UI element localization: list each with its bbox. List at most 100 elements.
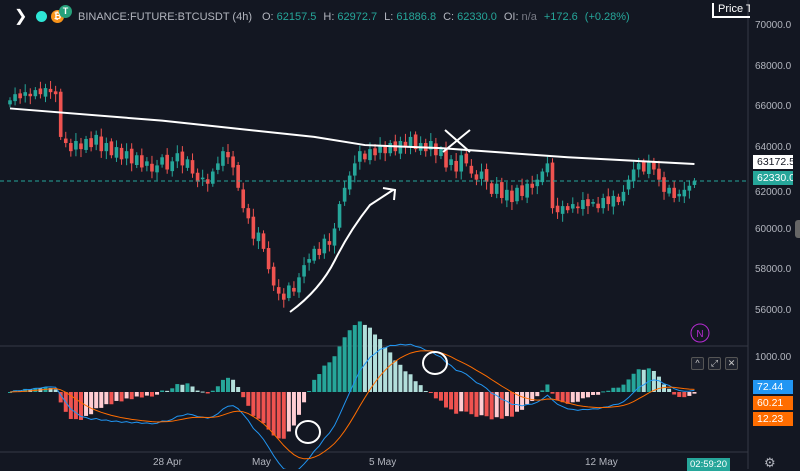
candle [58, 88, 63, 140]
macd-histogram-bar [428, 392, 433, 393]
candle [596, 196, 600, 213]
candle [79, 137, 83, 158]
macd-histogram-bar [149, 392, 154, 397]
candle [454, 153, 458, 179]
candle [145, 157, 149, 172]
macd-histogram-bar [449, 392, 454, 410]
macd-histogram-bar [155, 392, 160, 395]
macd-histogram-bar [165, 390, 170, 392]
macd-histogram-bar [378, 339, 383, 392]
candle [494, 177, 499, 199]
open-label: O: [261, 10, 274, 23]
price-tab[interactable]: Price T [712, 3, 750, 18]
macd-histogram-bar [205, 392, 210, 394]
settings-gear-icon[interactable]: ⚙ [764, 455, 776, 470]
macd-histogram-bar [687, 392, 692, 396]
drawn-circle-bottom[interactable] [295, 420, 321, 444]
candle [570, 197, 575, 213]
candle [378, 137, 382, 160]
candle [150, 155, 154, 179]
candle [520, 178, 524, 201]
macd-histogram-bar [291, 392, 296, 426]
candle [342, 181, 347, 206]
macd-histogram-bar [307, 390, 312, 392]
macd-histogram-bar [256, 392, 261, 419]
macd-histogram-bar [342, 337, 347, 392]
drawn-arrow-annotation[interactable] [289, 187, 397, 313]
collapse-chevron-icon[interactable]: ❯ [14, 8, 28, 25]
candle [165, 148, 169, 174]
candle [418, 136, 423, 156]
macd-histogram-bar [520, 392, 525, 410]
candle [505, 181, 509, 208]
macd-histogram-bar [515, 392, 519, 412]
macd-histogram-bar [565, 392, 570, 404]
macd-histogram-bar [271, 392, 276, 436]
macd-histogram-bar [357, 321, 362, 392]
macd-histogram-bar [575, 392, 580, 402]
macd-histogram-bar [210, 390, 215, 392]
macd-histogram-bar [220, 379, 225, 392]
candle [403, 133, 408, 154]
macd-histogram-bar [114, 392, 119, 401]
candle [434, 137, 438, 164]
macd-histogram-bar [281, 392, 286, 439]
drawn-circle-top[interactable] [422, 351, 448, 375]
pane-collapse-button[interactable]: ^ [691, 357, 704, 370]
candle [332, 223, 337, 254]
candle [251, 208, 256, 246]
macd-histogram-bar [373, 334, 378, 392]
macd-histogram-bar [241, 392, 246, 398]
high-label: H: [323, 10, 335, 23]
candle [647, 154, 651, 179]
macd-histogram-bar [78, 392, 83, 420]
macd-histogram-bar [662, 384, 667, 392]
bar-countdown: 02:59:20 [687, 458, 730, 471]
macd-histogram-bar [190, 386, 195, 392]
macd-histogram-bar [545, 384, 550, 392]
tether-icon: T [59, 5, 72, 18]
macd-histogram-bar [175, 384, 180, 392]
macd-histogram-bar [636, 369, 641, 392]
candle [109, 138, 114, 159]
macd-axis-label: 1000.00 [755, 352, 792, 363]
macd-histogram-bar [433, 392, 438, 399]
ma-price-tag: 63172.5 [753, 155, 793, 169]
news-badge[interactable]: N [696, 329, 703, 340]
candle [190, 153, 195, 178]
time-label: 28 Apr [153, 457, 182, 468]
pane-close-button[interactable]: ✕ [725, 357, 738, 370]
candle [626, 175, 631, 195]
macd-histogram-bar [393, 360, 398, 392]
macd-histogram-bar [170, 388, 175, 392]
macd-histogram-bar [68, 392, 73, 419]
candle [216, 156, 220, 175]
candle [510, 185, 514, 210]
candle [170, 157, 175, 177]
pane-maximize-button[interactable]: ⤢ [708, 357, 721, 370]
symbol-title[interactable]: BINANCE:FUTURE:BTCUSDT (4h) [78, 10, 252, 23]
candle [373, 144, 377, 161]
drawn-x-annotation[interactable] [442, 129, 471, 153]
candle [444, 141, 448, 172]
macd-histogram-bar [580, 392, 585, 399]
candle [535, 174, 540, 195]
news-badge-circle[interactable] [690, 323, 710, 343]
macd-histogram-bar [302, 392, 307, 403]
macd-histogram-bar [58, 392, 63, 403]
right-panel-toggle[interactable] [795, 220, 800, 238]
candle [74, 133, 78, 157]
candle [124, 143, 129, 166]
candle [160, 154, 164, 168]
last-price-tag: 62330.0 [753, 171, 793, 185]
candle [307, 253, 311, 271]
candle [611, 190, 616, 215]
candle [560, 200, 565, 222]
candle [48, 80, 53, 99]
candle [271, 262, 276, 291]
candle [53, 85, 58, 103]
macd-histogram-bar [48, 388, 53, 392]
candle [114, 140, 119, 162]
macd-histogram-bar [469, 392, 474, 415]
